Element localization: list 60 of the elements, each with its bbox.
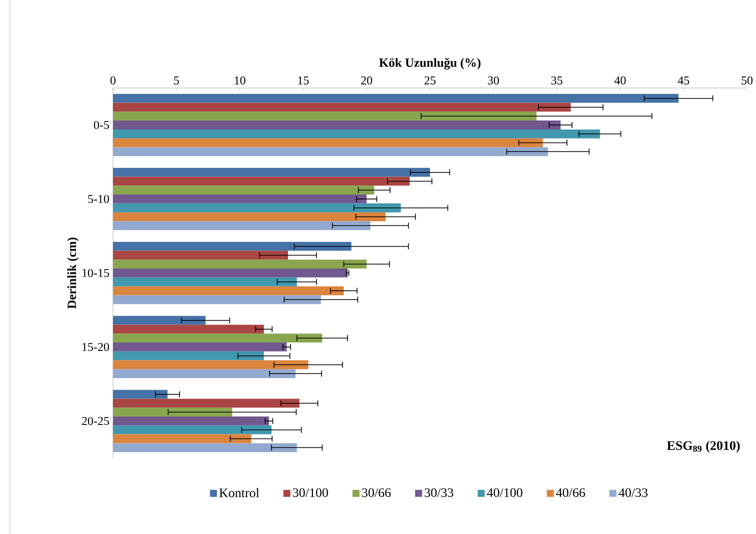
bar bbox=[113, 268, 348, 278]
x-tick-label: 20 bbox=[361, 76, 372, 84]
legend-label: 40/100 bbox=[486, 488, 522, 498]
x-tick-label: 30 bbox=[488, 76, 499, 84]
bar bbox=[113, 398, 300, 408]
bar bbox=[113, 186, 374, 195]
bar bbox=[113, 176, 410, 186]
bar bbox=[113, 416, 269, 426]
x-tick-label: 25 bbox=[424, 76, 436, 84]
bar bbox=[113, 242, 352, 251]
bar bbox=[113, 334, 322, 343]
bar bbox=[113, 351, 264, 360]
x-tick-label: 45 bbox=[678, 76, 690, 84]
bar bbox=[113, 369, 296, 378]
bar bbox=[113, 277, 297, 286]
bar bbox=[113, 443, 297, 452]
annotation: ESG$_{89}$ (2010) bbox=[666, 440, 740, 453]
y-tick-label: 10-15 bbox=[82, 268, 110, 278]
y-tick-label: 20-25 bbox=[82, 416, 110, 426]
x-tick-label: 50 bbox=[742, 76, 753, 84]
bar bbox=[113, 342, 287, 352]
bar bbox=[113, 138, 543, 148]
legend-label: 40/33 bbox=[618, 488, 648, 498]
bar bbox=[113, 390, 168, 399]
bar bbox=[113, 434, 252, 444]
bar bbox=[113, 168, 430, 177]
legend-label: 30/33 bbox=[424, 488, 454, 498]
legend-label: Kontrol bbox=[219, 488, 260, 498]
bar bbox=[113, 286, 344, 296]
bar bbox=[113, 129, 600, 138]
bar bbox=[113, 94, 679, 103]
bar bbox=[113, 194, 367, 204]
x-tick-label: 10 bbox=[234, 76, 246, 84]
bar bbox=[113, 360, 308, 370]
legend-label: 40/66 bbox=[556, 488, 586, 498]
bar bbox=[113, 212, 386, 222]
legend-label: 30/100 bbox=[293, 488, 328, 498]
y-tick-label: 0-5 bbox=[94, 120, 110, 130]
bar bbox=[113, 250, 288, 260]
bar bbox=[113, 102, 571, 112]
bar bbox=[113, 316, 206, 325]
bar bbox=[113, 203, 401, 212]
x-tick-label: 40 bbox=[614, 76, 626, 84]
x-tick-label: 15 bbox=[298, 76, 309, 84]
bar bbox=[113, 120, 561, 130]
legend-label: 30/66 bbox=[362, 488, 391, 498]
bar bbox=[113, 425, 272, 434]
y-axis-title: Derinlik (cm) bbox=[67, 238, 79, 309]
x-tick-label: 35 bbox=[551, 76, 562, 84]
y-tick-label: 5-10 bbox=[88, 194, 110, 204]
x-tick-label: 5 bbox=[174, 76, 179, 84]
bar bbox=[113, 260, 367, 269]
bar bbox=[113, 147, 548, 156]
x-axis-title: Kök Uzunluğu (%) bbox=[379, 58, 480, 70]
x-tick-label: 0 bbox=[110, 76, 116, 84]
y-tick-label: 15-20 bbox=[82, 342, 110, 352]
bar bbox=[113, 295, 321, 304]
bar bbox=[113, 324, 264, 334]
bar bbox=[113, 112, 537, 121]
bar bbox=[113, 221, 370, 230]
